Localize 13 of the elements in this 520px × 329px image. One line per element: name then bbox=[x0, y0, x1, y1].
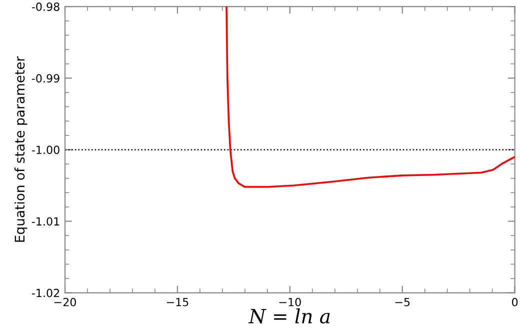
x-tick-label: −20 bbox=[54, 298, 76, 306]
line-series bbox=[226, 6, 515, 188]
x-tick-label: 0 bbox=[512, 298, 518, 306]
y-axis-title: Equation of state parameter bbox=[14, 56, 28, 242]
x-axis-title: N = ln a bbox=[248, 308, 330, 324]
y-tick-label: -0.98 bbox=[32, 2, 60, 11]
y-tick-label: -1.01 bbox=[32, 217, 60, 226]
x-tick-label: −15 bbox=[166, 298, 188, 306]
y-tick-label: -1.02 bbox=[32, 288, 60, 298]
x-tick-label: −5 bbox=[395, 298, 410, 306]
x-tick-label: −10 bbox=[279, 298, 301, 306]
y-tick-label: -0.99 bbox=[32, 74, 60, 83]
y-tick-label: -1.00 bbox=[32, 146, 60, 154]
